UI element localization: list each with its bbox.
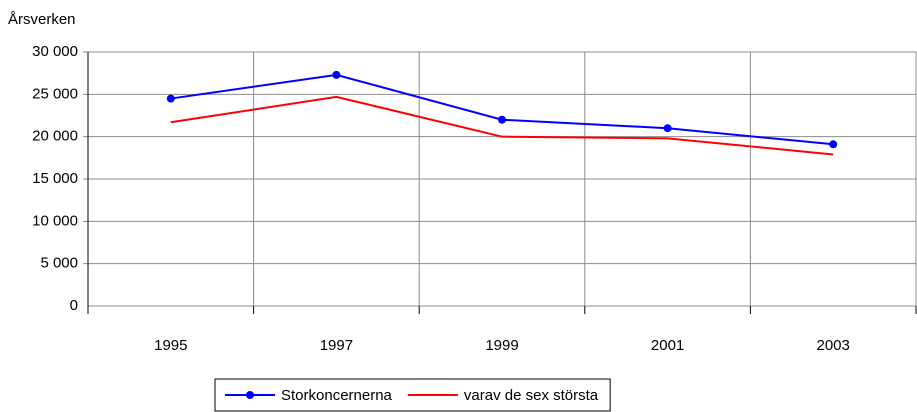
point: [829, 140, 838, 149]
y-tick-label: 5 000: [40, 255, 78, 272]
point: [663, 124, 672, 133]
y-axis-title: Årsverken: [8, 11, 76, 28]
x-tick-label: 1997: [320, 337, 353, 354]
x-tick-label: 1995: [154, 337, 187, 354]
y-tick-label: 25 000: [32, 85, 78, 102]
legend-label: Storkoncernerna: [281, 387, 393, 404]
series-line: [170, 73, 834, 146]
x-tick-label: 2003: [817, 337, 850, 354]
legend-marker: [246, 391, 254, 399]
series-line: [170, 95, 834, 156]
y-tick-label: 15 000: [32, 170, 78, 187]
x-tick-label: 1999: [485, 337, 518, 354]
y-tick-label: 10 000: [32, 212, 78, 229]
point: [332, 70, 341, 79]
y-tick-label: 0: [70, 297, 78, 314]
x-tick-label: 2001: [651, 337, 684, 354]
y-tick-label: 20 000: [32, 128, 78, 145]
point: [498, 115, 506, 124]
point: [166, 94, 175, 103]
legend-label: varav de sex största: [464, 387, 599, 404]
y-tick-label: 30 000: [32, 43, 78, 60]
